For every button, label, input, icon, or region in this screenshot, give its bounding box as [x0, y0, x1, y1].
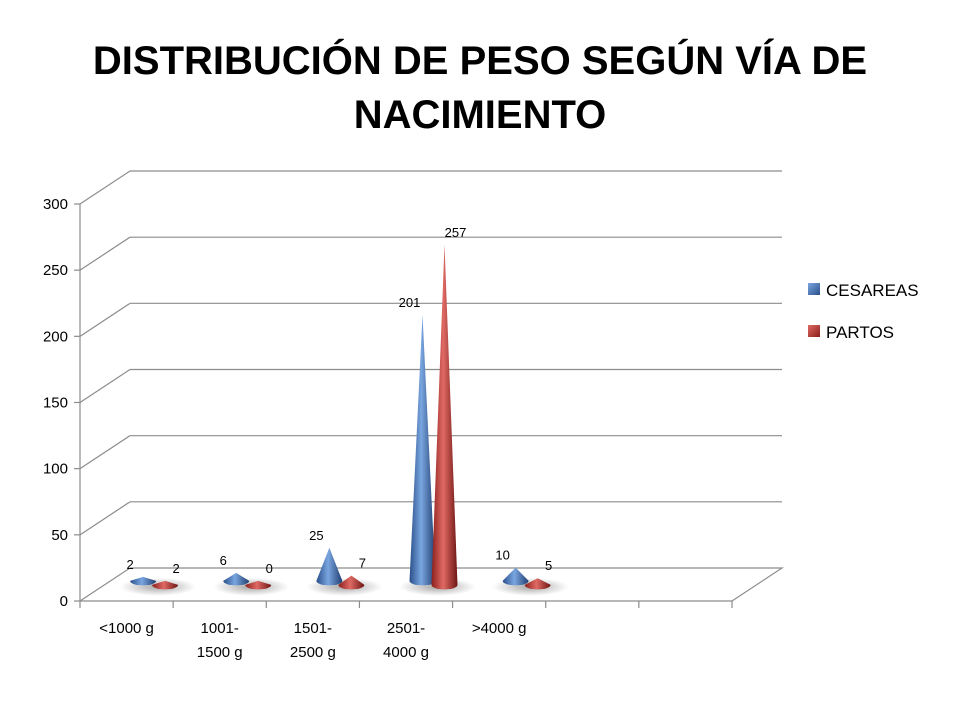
cone-mark: [431, 244, 458, 590]
x-tick-label: 1001-1500 g: [197, 620, 243, 661]
cone-partos-3: [431, 244, 458, 590]
y-tick-label: 150: [43, 395, 68, 412]
cone-cesareas-1: [223, 572, 250, 586]
data-label: 2: [172, 561, 179, 576]
data-label: 6: [220, 553, 227, 568]
y-tick-label: 50: [51, 527, 68, 544]
cone-mark: [152, 580, 179, 590]
y-tick-label: 300: [43, 196, 68, 213]
y-tick-label: 0: [60, 593, 68, 610]
x-tick-label: >4000 g: [472, 620, 527, 637]
gridline: [79, 501, 131, 536]
chart-title-line-2: NACIMIENTO: [353, 93, 607, 137]
gridline: [79, 170, 131, 205]
chart-title-line-1: DISTRIBUCIÓN DE PESO SEGÚN VÍA DE: [92, 39, 868, 83]
data-label: 10: [495, 548, 509, 563]
cone-mark: [409, 314, 436, 586]
legend-swatch: [808, 325, 820, 337]
data-label: 257: [445, 225, 467, 240]
data-label: 2: [126, 557, 133, 572]
y-tick-label: 250: [43, 262, 68, 279]
cone-partos-2: [338, 575, 365, 590]
data-label: 201: [399, 295, 421, 310]
y-tick-label: 200: [43, 328, 68, 345]
cone-cesareas-2: [316, 547, 343, 586]
cone-mark: [223, 572, 250, 586]
chart-title: DISTRIBUCIÓN DE PESO SEGÚN VÍA DE NACIMI…: [60, 34, 900, 142]
cone-partos-4: [524, 578, 551, 590]
cone-mark: [338, 575, 365, 590]
legend-label: CESAREAS: [826, 281, 919, 300]
cone-mark: [524, 578, 551, 590]
gridline: [79, 435, 131, 470]
cone-mark: [245, 580, 272, 590]
gridline: [79, 302, 131, 337]
data-label: 5: [545, 558, 552, 573]
data-label: 7: [359, 556, 366, 571]
cone-cesareas-3: [409, 314, 436, 586]
gridline: [79, 236, 131, 271]
cone-mark: [130, 576, 157, 586]
cone-mark: [316, 547, 343, 586]
data-label: 25: [309, 528, 323, 543]
legend-swatch: [808, 283, 820, 295]
cone-cesareas-0: [130, 576, 157, 586]
cone-cesareas-4: [502, 567, 529, 586]
x-tick-label: <1000 g: [99, 620, 154, 637]
x-tick-label: 2501-4000 g: [383, 620, 429, 661]
legend-label: PARTOS: [826, 323, 894, 342]
gridline: [79, 368, 131, 404]
data-label: 0: [266, 561, 273, 576]
chart-gridlines: [79, 170, 782, 536]
y-tick-label: 100: [43, 461, 68, 478]
cone-partos-1: [245, 580, 272, 590]
chart-legend: CESAREAS PARTOS: [808, 281, 919, 342]
cone-partos-0: [152, 580, 179, 590]
cone-mark: [502, 567, 529, 586]
x-tick-label: 1501-2500 g: [290, 620, 336, 661]
